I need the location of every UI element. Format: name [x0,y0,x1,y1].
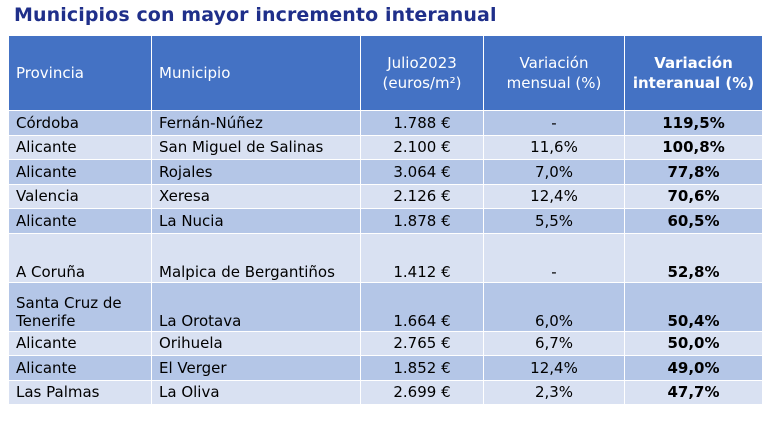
cell-interanual: 77,8% [624,159,763,185]
table-row: A Coruña Malpica de Bergantiños 1.412 € … [8,232,763,283]
cell-provincia: Alicante [8,355,152,381]
cell-mensual: 12,4% [483,183,625,209]
table-row: Valencia Xeresa 2.126 € 12,4% 70,6% [8,183,763,209]
cell-precio: 2.765 € [360,330,484,356]
cell-precio: 2.699 € [360,379,484,405]
cell-precio: 2.126 € [360,183,484,209]
cell-mensual: 7,0% [483,159,625,185]
header-mensual: Variación mensual (%) [483,35,625,111]
cell-provincia: Santa Cruz de Tenerife [8,281,152,332]
cell-mensual: - [483,110,625,136]
cell-provincia: Alicante [8,134,152,160]
cell-municipio: El Verger [151,355,361,381]
cell-interanual: 47,7% [624,379,763,405]
header-julio: Julio2023 (euros/m²) [360,35,484,111]
cell-interanual: 60,5% [624,208,763,234]
cell-municipio: La Nucia [151,208,361,234]
cell-mensual: 6,7% [483,330,625,356]
cell-provincia: Valencia [8,183,152,209]
cell-precio: 1.878 € [360,208,484,234]
cell-municipio: Orihuela [151,330,361,356]
table-row: Alicante Rojales 3.064 € 7,0% 77,8% [8,159,763,185]
table-row: Alicante San Miguel de Salinas 2.100 € 1… [8,134,763,160]
cell-precio: 3.064 € [360,159,484,185]
cell-interanual: 119,5% [624,110,763,136]
table-row: Santa Cruz de Tenerife La Orotava 1.664 … [8,281,763,332]
cell-provincia: Córdoba [8,110,152,136]
cell-interanual: 49,0% [624,355,763,381]
cell-municipio: La Orotava [151,281,361,332]
cell-interanual: 50,0% [624,330,763,356]
cell-municipio: La Oliva [151,379,361,405]
cell-provincia: Alicante [8,208,152,234]
table-row: Alicante El Verger 1.852 € 12,4% 49,0% [8,355,763,381]
header-provincia: Provincia [8,35,152,111]
cell-precio: 1.852 € [360,355,484,381]
cell-mensual: 12,4% [483,355,625,381]
cell-municipio: Xeresa [151,183,361,209]
cell-municipio: Rojales [151,159,361,185]
page-title: Municipios con mayor incremento interanu… [14,4,497,26]
cell-interanual: 70,6% [624,183,763,209]
cell-interanual: 52,8% [624,232,763,283]
cell-municipio: Fernán-Núñez [151,110,361,136]
cell-municipio: San Miguel de Salinas [151,134,361,160]
data-table: Provincia Municipio Julio2023 (euros/m²)… [8,35,763,405]
cell-mensual: 11,6% [483,134,625,160]
cell-provincia: Las Palmas [8,379,152,405]
cell-provincia: A Coruña [8,232,152,283]
cell-mensual: 2,3% [483,379,625,405]
cell-mensual: 5,5% [483,208,625,234]
cell-precio: 1.664 € [360,281,484,332]
table-row: Alicante La Nucia 1.878 € 5,5% 60,5% [8,208,763,234]
cell-interanual: 100,8% [624,134,763,160]
header-row: Provincia Municipio Julio2023 (euros/m²)… [8,35,763,111]
table-row: Alicante Orihuela 2.765 € 6,7% 50,0% [8,330,763,356]
cell-precio: 1.412 € [360,232,484,283]
header-interanual: Variación interanual (%) [624,35,763,111]
cell-municipio: Malpica de Bergantiños [151,232,361,283]
cell-provincia: Alicante [8,330,152,356]
cell-mensual: - [483,232,625,283]
cell-provincia: Alicante [8,159,152,185]
table-row: Las Palmas La Oliva 2.699 € 2,3% 47,7% [8,379,763,405]
table-row: Córdoba Fernán-Núñez 1.788 € - 119,5% [8,110,763,136]
cell-interanual: 50,4% [624,281,763,332]
header-municipio: Municipio [151,35,361,111]
cell-mensual: 6,0% [483,281,625,332]
cell-precio: 1.788 € [360,110,484,136]
cell-precio: 2.100 € [360,134,484,160]
